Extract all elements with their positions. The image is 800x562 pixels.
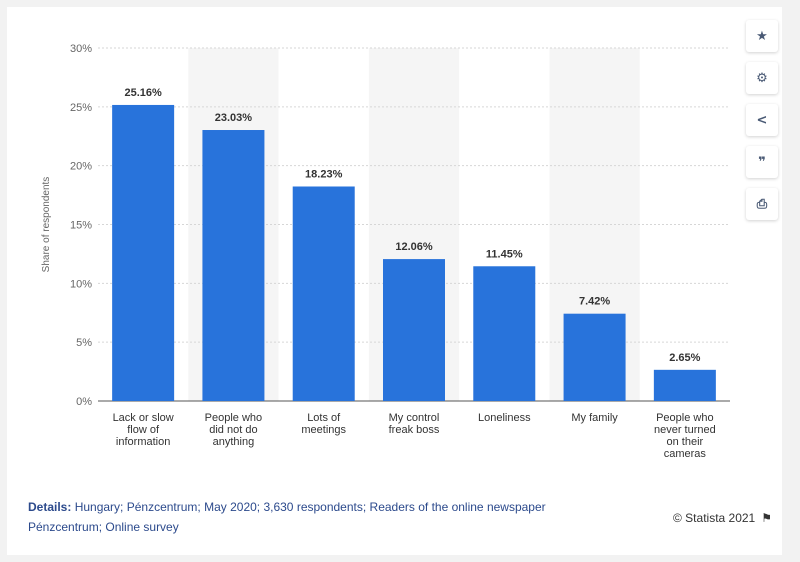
- x-tick-label-line: on their: [667, 436, 704, 448]
- bar: [292, 186, 355, 401]
- x-tick-label: My family: [571, 412, 618, 424]
- quote-icon: ❞: [758, 154, 766, 170]
- details-label: Details:: [28, 500, 72, 514]
- favorite-button[interactable]: ★: [746, 20, 778, 52]
- bar-value-label: 2.65%: [669, 352, 700, 364]
- toolbar: ★ ⚙ < ❞ ⎙: [746, 20, 780, 230]
- x-tick-label-line: People who: [205, 412, 263, 424]
- x-tick-label-line: Lots of: [307, 412, 341, 424]
- x-tick-label-line: did not do: [209, 424, 257, 436]
- chart-card: 0% 5% 10% 15% 20% 25% 30% Share of respondents 2…: [7, 7, 782, 555]
- x-tick-label: Loneliness: [478, 412, 531, 424]
- print-button[interactable]: ⎙: [746, 188, 778, 220]
- y-tick-label: 30%: [70, 43, 92, 55]
- bar-value-label: 25.16%: [124, 87, 162, 99]
- print-icon: ⎙: [756, 196, 768, 212]
- bar: [112, 104, 175, 401]
- bar-value-label: 23.03%: [215, 112, 253, 124]
- x-tick-label-line: freak boss: [389, 424, 440, 436]
- x-tick-label: Lack or slow flow of information: [113, 412, 174, 448]
- x-tick-label-line: Lack or slow: [113, 412, 174, 424]
- x-tick-label: People who never turned on their cameras: [654, 412, 716, 460]
- x-tick-label-line: information: [116, 436, 170, 448]
- x-tick-label-line: meetings: [301, 424, 346, 436]
- x-tick-label-line: flow of: [127, 424, 160, 436]
- details-text: Hungary; Pénzcentrum; May 2020; 3,630 re…: [28, 500, 546, 534]
- y-axis-label: Share of respondents: [41, 177, 52, 273]
- x-tick-label-line: Loneliness: [478, 412, 531, 424]
- cite-button[interactable]: ❞: [746, 146, 778, 178]
- gear-icon: ⚙: [756, 70, 768, 86]
- flag-icon: ⚑: [761, 511, 772, 525]
- y-tick-label: 25%: [70, 102, 92, 114]
- x-tick-label-line: anything: [213, 436, 255, 448]
- source-details: Details: Hungary; Pénzcentrum; May 2020;…: [28, 497, 548, 537]
- bar-value-label: 12.06%: [395, 241, 433, 253]
- x-tick-label-line: cameras: [664, 448, 707, 460]
- bar: [653, 369, 716, 401]
- bar: [563, 313, 626, 401]
- x-tick-label: People who did not do anything: [205, 412, 263, 448]
- credit-text: © Statista 2021: [673, 511, 756, 525]
- y-tick-label: 0%: [76, 396, 92, 408]
- share-icon: <: [756, 112, 768, 128]
- settings-button[interactable]: ⚙: [746, 62, 778, 94]
- y-tick-label: 15%: [70, 220, 92, 232]
- y-tick-label: 5%: [76, 337, 92, 349]
- bar-value-label: 18.23%: [305, 168, 343, 180]
- x-tick-label-line: My control: [389, 412, 440, 424]
- bar: [383, 259, 445, 401]
- x-tick-label: Lots of meetings: [301, 412, 346, 436]
- x-tick-label-line: People who: [656, 412, 714, 424]
- bar: [202, 130, 265, 401]
- bar-value-label: 7.42%: [579, 296, 610, 308]
- statista-credit[interactable]: © Statista 2021 ⚑: [673, 511, 772, 525]
- share-button[interactable]: <: [746, 104, 778, 136]
- bar-value-label: 11.45%: [486, 248, 523, 260]
- star-icon: ★: [756, 28, 768, 44]
- bar-chart: 0% 5% 10% 15% 20% 25% 30% Share of respondents 2…: [41, 43, 730, 460]
- bar: [473, 266, 536, 401]
- y-tick-label: 20%: [70, 161, 92, 173]
- x-tick-label-line: never turned: [654, 424, 716, 436]
- y-tick-label: 10%: [70, 278, 92, 290]
- x-tick-label: My control freak boss: [389, 412, 440, 436]
- x-tick-label-line: My family: [571, 412, 618, 424]
